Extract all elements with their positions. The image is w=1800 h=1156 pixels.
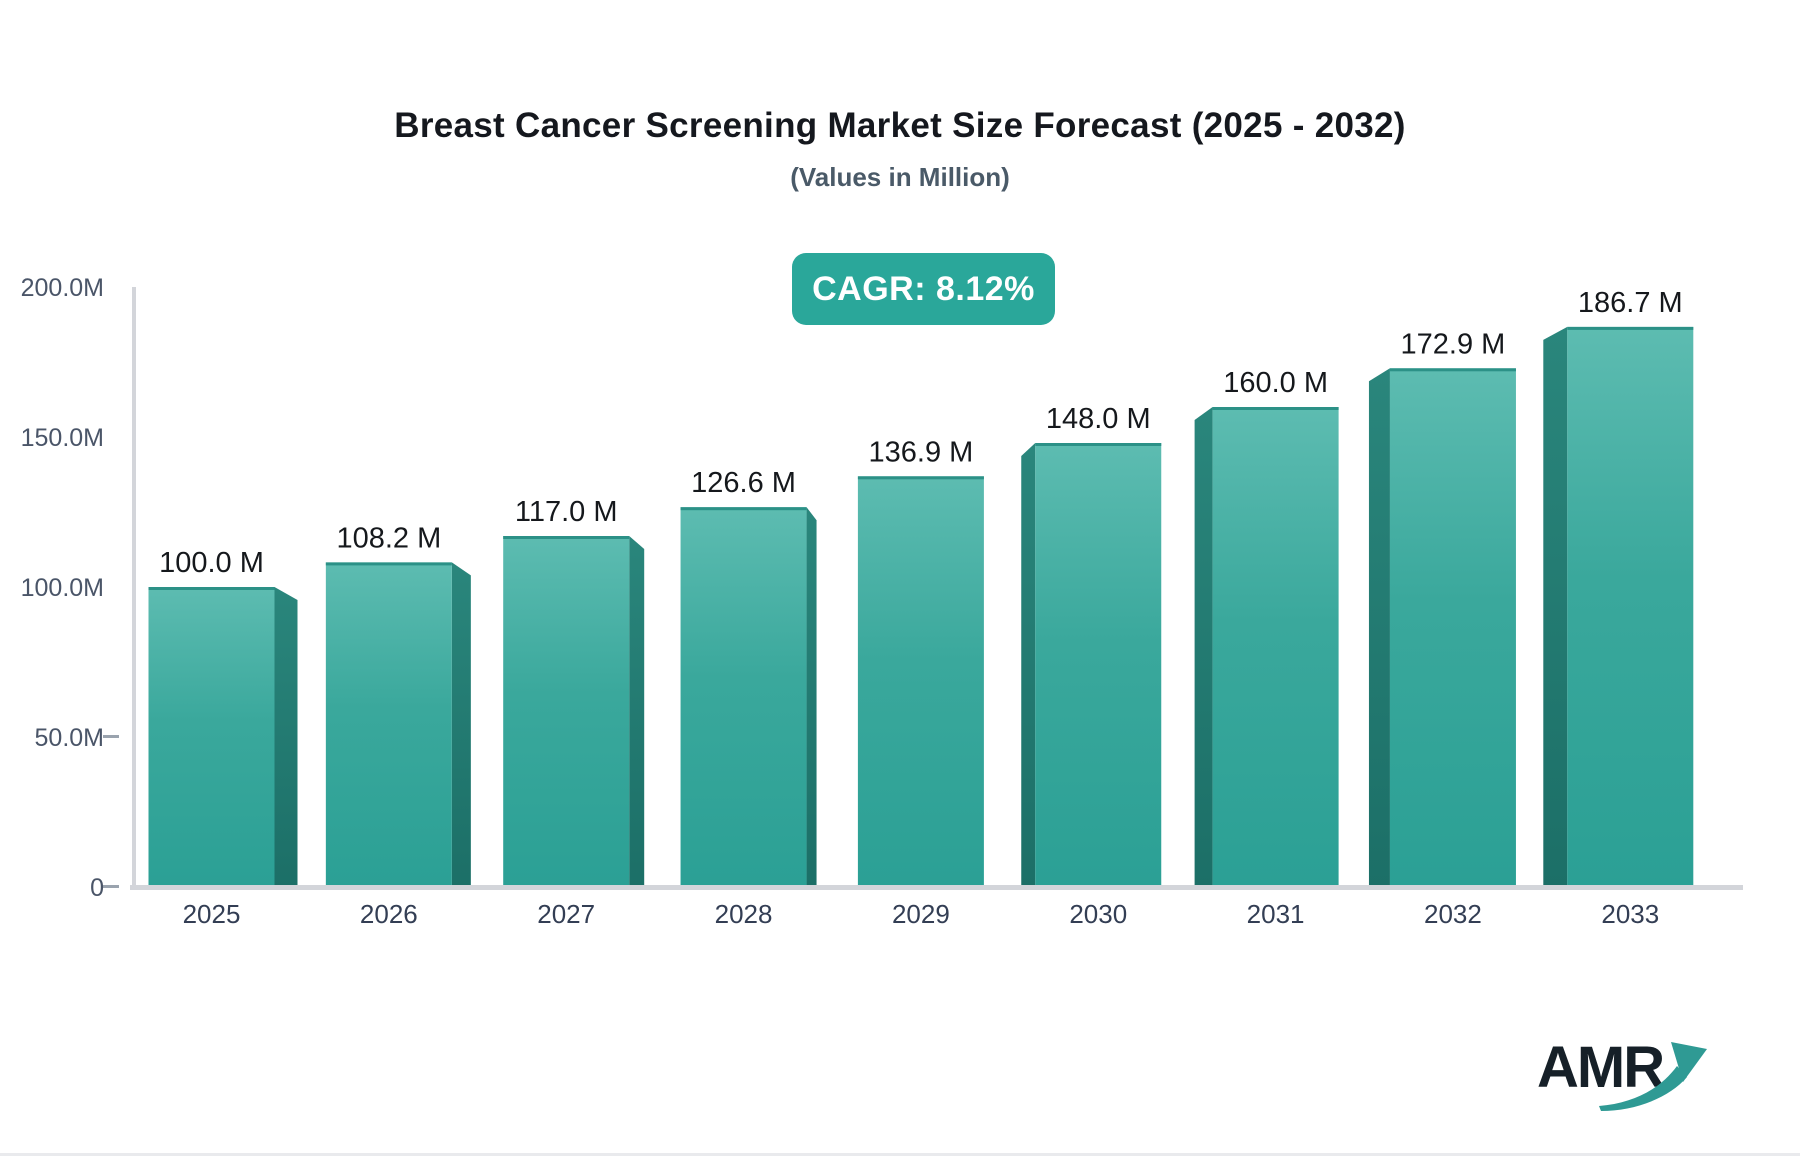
bar-value-label: 172.9 M <box>1401 328 1506 360</box>
y-tick-label: 100.0M <box>21 574 104 602</box>
bar-top-edge <box>680 507 807 511</box>
x-tick-label: 2029 <box>892 899 950 929</box>
bar-2029: 136.9 M <box>857 436 984 887</box>
amr-logo: AMR <box>1537 1035 1717 1124</box>
chart-title: Breast Cancer Screening Market Size Fore… <box>394 106 1406 145</box>
bar-face <box>1035 443 1162 887</box>
bar-2025: 100.0 M <box>148 547 298 887</box>
bar-value-label: 160.0 M <box>1223 367 1328 399</box>
growth-arrow-icon <box>1599 1042 1707 1111</box>
bar-side-panel <box>1021 443 1036 887</box>
bar-top-edge <box>503 536 630 539</box>
bar-face <box>857 476 984 887</box>
y-tick-label: 50.0M <box>35 724 104 752</box>
x-tick-label: 2030 <box>1069 899 1127 929</box>
bar-side-panel <box>1368 368 1390 887</box>
bar-face <box>1212 407 1339 887</box>
y-tick-label: 150.0M <box>21 424 104 452</box>
x-tick-label: 2026 <box>360 899 418 929</box>
bar-side-panel <box>274 587 298 887</box>
x-tick-label: 2027 <box>537 899 595 929</box>
y-tick-mark <box>103 885 119 888</box>
bar-top-edge <box>1567 326 1694 330</box>
bar-value-label: 148.0 M <box>1046 403 1151 435</box>
bar-top-edge <box>857 476 984 480</box>
bar-2027: 117.0 M <box>503 496 645 887</box>
bar-face <box>503 536 630 887</box>
cagr-badge: CAGR: 8.12% <box>792 253 1055 325</box>
amr-logo-text: AMR <box>1537 1035 1665 1100</box>
bar-side-panel <box>806 507 817 887</box>
bar-top-edge <box>325 562 452 566</box>
bar-side-panel <box>451 562 471 887</box>
bar-2026: 108.2 M <box>325 522 471 887</box>
x-tick-label: 2025 <box>183 899 241 929</box>
x-tick-label: 2033 <box>1601 899 1659 929</box>
bar-face <box>148 587 275 887</box>
bar-side-panel <box>629 536 645 887</box>
bar-side-panel <box>1194 407 1213 887</box>
bar-face <box>1389 368 1516 887</box>
y-axis-line <box>132 287 136 890</box>
x-tick-label: 2031 <box>1247 899 1305 929</box>
growth-arrow-head <box>1671 1042 1707 1082</box>
bar-side-panel <box>1543 326 1568 887</box>
bar-value-label: 136.9 M <box>869 436 974 468</box>
bar-face <box>325 562 452 887</box>
bar-top-edge <box>1212 407 1339 410</box>
bar-2030: 148.0 M <box>1021 403 1162 887</box>
x-tick-label: 2032 <box>1424 899 1482 929</box>
bar-face <box>1567 326 1694 887</box>
bar-value-label: 108.2 M <box>336 522 441 554</box>
bar-value-label: 100.0 M <box>159 547 264 579</box>
bar-value-label: 126.6 M <box>691 467 796 499</box>
y-tick-label: 0 <box>90 874 104 902</box>
bar-2032: 172.9 M <box>1368 328 1516 887</box>
bar-top-edge <box>1035 443 1162 446</box>
chart-subtitle: (Values in Million) <box>790 162 1010 192</box>
bar-value-label: 186.7 M <box>1578 287 1683 319</box>
bar-face <box>680 507 807 887</box>
bar-2033: 186.7 M <box>1543 287 1694 887</box>
bar-top-edge <box>1389 368 1516 372</box>
bar-top-edge <box>148 587 275 590</box>
y-tick-label: 200.0M <box>21 274 104 302</box>
y-tick-mark <box>103 735 119 738</box>
x-axis-line <box>130 885 1743 890</box>
bar-value-label: 117.0 M <box>515 496 618 528</box>
growth-arrow-swoosh <box>1599 1066 1687 1111</box>
x-tick-label: 2028 <box>715 899 773 929</box>
bar-2031: 160.0 M <box>1194 367 1339 887</box>
bar-2028: 126.6 M <box>680 467 817 887</box>
